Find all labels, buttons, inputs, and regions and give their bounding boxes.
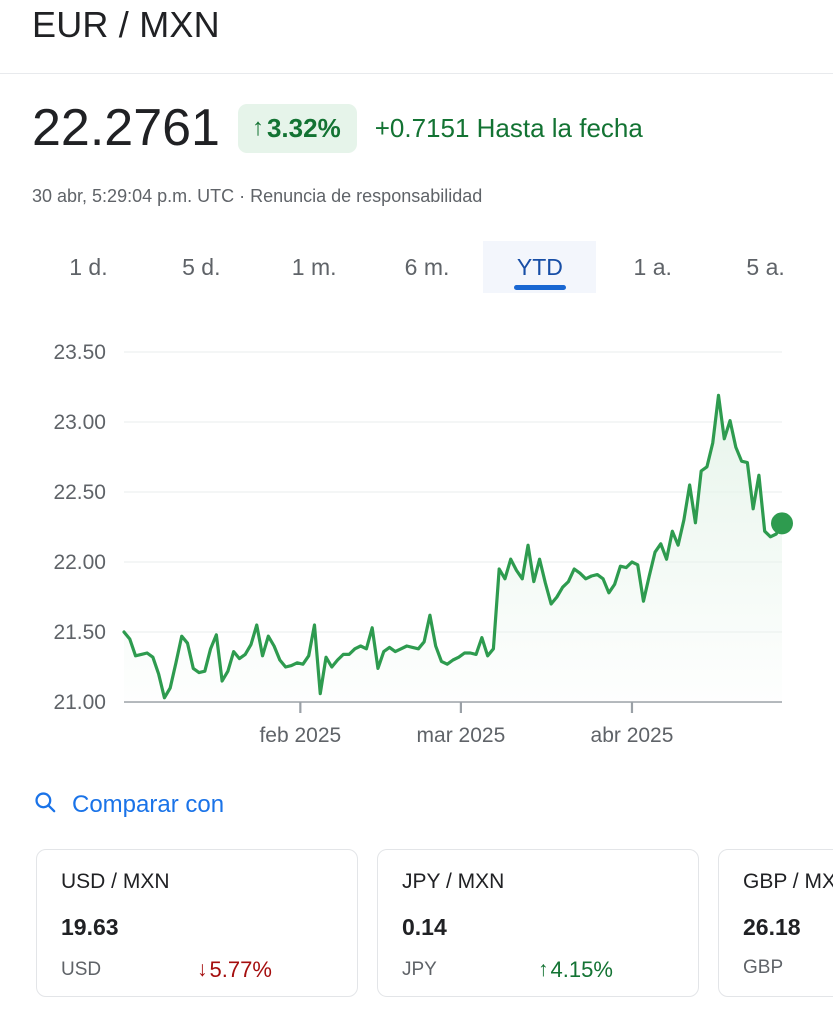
card-value: 19.63	[61, 914, 119, 940]
card-currency-code: GBP	[743, 957, 784, 978]
card-pair-label: USD / MXN	[61, 870, 170, 893]
comparison-card-gbp[interactable]: GBP / MXN 26.18 GBP	[718, 849, 833, 997]
card-value: 0.14	[402, 914, 447, 940]
arrow-up-icon: ↑	[251, 113, 264, 141]
quote-row: 22.2761 ↑ 3.32% +0.7151 Hasta la fecha	[32, 99, 643, 157]
tab-5d[interactable]: 5 d.	[145, 241, 258, 293]
card-value: 26.18	[743, 914, 801, 940]
y-axis-tick-label: 23.00	[53, 411, 106, 434]
card-change-value: 5.77%	[209, 957, 272, 982]
card-currency-code: JPY	[402, 959, 437, 980]
y-axis-tick-label: 22.50	[53, 481, 106, 504]
price-chart[interactable]: 23.50 23.00 22.50 22.00 21.50 21.00 feb 2025 ma…	[0, 330, 833, 760]
card-change: ↓ 5.77%	[197, 957, 272, 983]
tab-ytd[interactable]: YTD	[483, 241, 597, 293]
compare-with-link[interactable]: Comparar con	[32, 789, 224, 820]
comparison-cards: USD / MXN 19.63 USD ↓ 5.77% JPY / MXN 0.…	[36, 849, 833, 997]
x-axis-tick-label: mar 2025	[417, 724, 506, 747]
y-axis-tick-label: 21.00	[53, 691, 106, 714]
y-axis-tick-label: 21.50	[53, 621, 106, 644]
comparison-card-usd[interactable]: USD / MXN 19.63 USD ↓ 5.77%	[36, 849, 358, 997]
compare-with-label: Comparar con	[72, 790, 225, 818]
last-point-marker	[771, 512, 793, 535]
x-axis-tick-label: feb 2025	[259, 724, 341, 747]
header: EUR / MXN	[0, 0, 833, 74]
change-percent-value: 3.32%	[266, 112, 341, 143]
tab-1d[interactable]: 1 d.	[32, 241, 145, 293]
card-pair-label: GBP / MXN	[743, 870, 833, 893]
time-range-tabs: 1 d. 5 d. 1 m. 6 m. YTD 1 a. 5 a.	[32, 241, 822, 293]
card-change-value: 4.15%	[550, 957, 613, 982]
card-footer: JPY ↑ 4.15%	[402, 957, 674, 983]
tab-5y[interactable]: 5 a.	[709, 241, 822, 293]
card-footer: GBP	[743, 957, 833, 979]
header-divider	[0, 73, 833, 74]
chart-area-fill	[124, 395, 782, 702]
page-title: EUR / MXN	[32, 4, 220, 45]
arrow-down-icon: ↓	[197, 958, 208, 981]
change-absolute: +0.7151 Hasta la fecha	[374, 113, 643, 143]
card-currency-code: USD	[61, 959, 102, 980]
card-change: ↑ 4.15%	[538, 957, 613, 983]
y-axis-tick-label: 23.50	[53, 341, 106, 364]
chart-line	[122, 393, 784, 700]
card-pair-label: JPY / MXN	[402, 870, 505, 893]
price-chart-svg[interactable]: 23.50 23.00 22.50 22.00 21.50 21.00 feb 2025 ma…	[0, 330, 833, 760]
tab-1y[interactable]: 1 a.	[596, 241, 709, 293]
card-footer: USD ↓ 5.77%	[61, 957, 333, 983]
tab-1m[interactable]: 1 m.	[258, 241, 371, 293]
x-axis-tick-label: abr 2025	[591, 724, 674, 747]
quote-timestamp: 30 abr, 5:29:04 p.m. UTC · Renuncia de r…	[32, 186, 483, 206]
search-icon	[32, 789, 58, 820]
comparison-card-jpy[interactable]: JPY / MXN 0.14 JPY ↑ 4.15%	[377, 849, 699, 997]
current-price: 22.2761	[32, 99, 220, 157]
arrow-up-icon: ↑	[538, 958, 549, 981]
y-axis-tick-label: 22.00	[53, 551, 106, 574]
change-percent-badge: ↑ 3.32%	[237, 103, 357, 153]
tab-6m[interactable]: 6 m.	[371, 241, 484, 293]
